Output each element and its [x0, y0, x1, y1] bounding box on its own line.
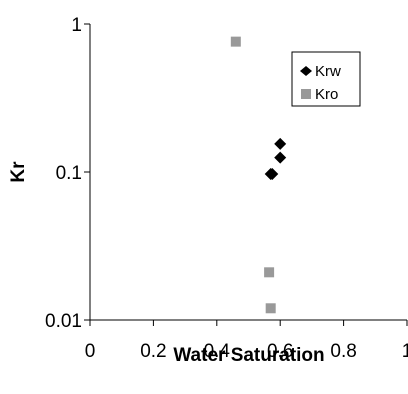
x-tick-label: 0.8 [330, 341, 356, 362]
legend-kro-marker [301, 89, 311, 99]
legend-krw-label: Krw [315, 63, 341, 80]
kro-point [264, 267, 275, 278]
x-tick-label: 0 [85, 341, 96, 362]
y-tick-label: 0.1 [56, 163, 82, 184]
legend-kro-label: Kro [315, 86, 338, 103]
krw-point [266, 167, 279, 180]
x-tick-label: 0.4 [204, 341, 231, 362]
legend: Krw Kro [291, 51, 361, 107]
y-tick-label: 0.01 [45, 311, 82, 332]
kro-point [265, 303, 276, 314]
y-axis-title: Kr [8, 161, 29, 183]
x-tick-label: 0.6 [267, 341, 293, 362]
krw-point [274, 137, 287, 150]
legend-krw-marker [300, 66, 312, 76]
x-tick-label: 0.2 [140, 341, 166, 362]
x-tick-label: 1 [402, 341, 408, 362]
kro-point [230, 36, 241, 47]
axes [84, 23, 408, 326]
series-kro [230, 36, 276, 314]
x-axis-title: Water Saturation [173, 345, 324, 366]
tick-labels: 0 0.2 0.4 0.6 0.8 1 0.01 0.1 1 [45, 15, 408, 362]
series-krw [264, 137, 287, 180]
krw-point [274, 151, 287, 164]
series-layer [230, 36, 287, 314]
y-tick-label: 1 [71, 15, 82, 36]
